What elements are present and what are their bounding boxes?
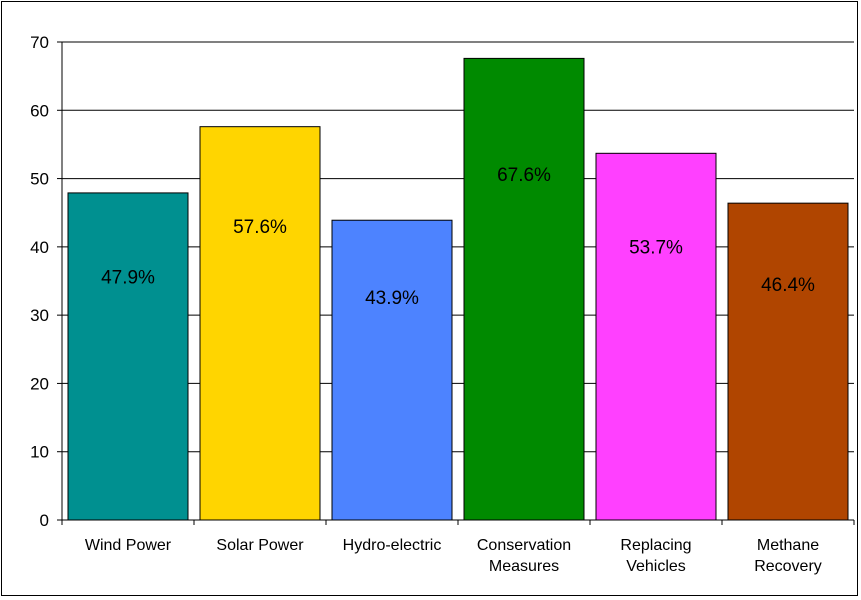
x-tick-label: Solar Power [216, 537, 304, 554]
x-tick-label: Replacing Vehicles [620, 537, 691, 575]
x-tick-label: Wind Power [85, 537, 172, 554]
bar [727, 202, 849, 521]
bar [595, 152, 717, 521]
bar [199, 126, 321, 521]
data-label: 67.6% [497, 165, 551, 186]
data-label: 46.4% [761, 275, 815, 296]
data-label: 47.9% [101, 267, 155, 288]
x-tick-label: Hydro-electric [343, 537, 442, 554]
x-tick-label: Methane Recovery [754, 537, 822, 575]
axes [57, 41, 855, 525]
labels: 0 10 20 30 40 50 60 70 47.9% Wind Power 57.6% Solar… [30, 33, 822, 575]
bar [67, 192, 189, 521]
y-tick-label: 30 [30, 306, 49, 325]
x-tick-label: Conservation Measures [477, 537, 571, 575]
gridlines [62, 41, 854, 453]
y-tick-label: 50 [30, 170, 49, 189]
y-tick-label: 70 [30, 33, 49, 52]
y-tick-label: 60 [30, 101, 49, 120]
y-tick-label: 0 [40, 511, 49, 530]
y-tick-label: 20 [30, 374, 49, 393]
data-label: 43.9% [365, 288, 419, 309]
bar [331, 219, 453, 521]
y-tick-label: 40 [30, 238, 49, 257]
bars [67, 57, 849, 521]
bar [463, 57, 585, 521]
data-label: 57.6% [233, 217, 287, 238]
data-label: 53.7% [629, 237, 683, 258]
y-tick-label: 10 [30, 443, 49, 462]
